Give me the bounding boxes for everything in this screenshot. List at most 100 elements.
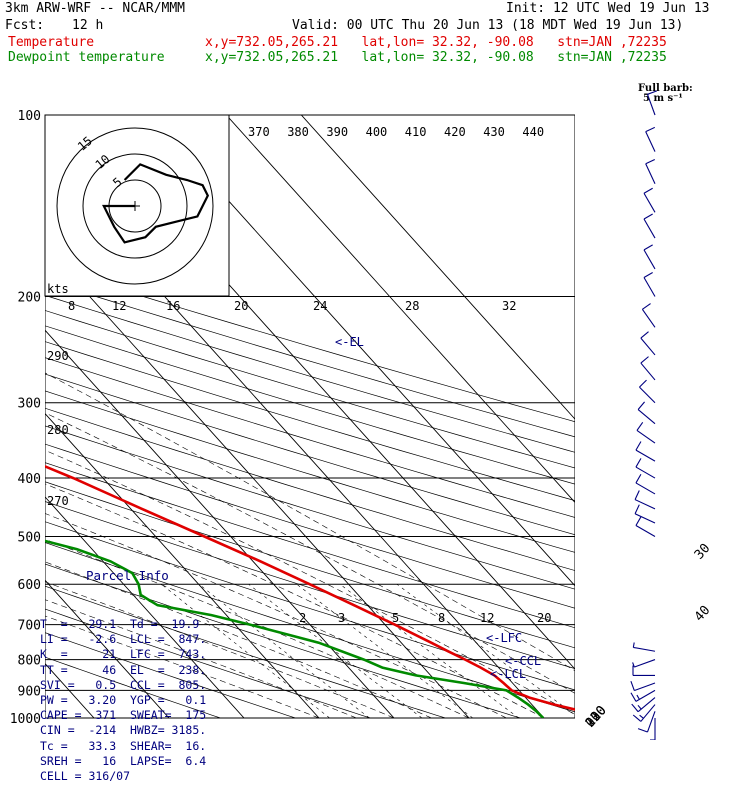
wind-barb-flag bbox=[636, 694, 640, 700]
mixing-ratio-label: 5 bbox=[392, 611, 399, 625]
mixing-ratio-label: 12 bbox=[480, 611, 494, 625]
parcel-info-row: LI = -2.6 LCL = 847. bbox=[40, 632, 207, 647]
pressure-label: 600 bbox=[18, 578, 41, 593]
wind-barb-shaft bbox=[635, 482, 656, 495]
hodograph-trace bbox=[102, 163, 210, 244]
mixing-ratio-line bbox=[248, 583, 423, 718]
mixing-ratio-label: 2 bbox=[299, 611, 306, 625]
pressure-label: 1000 bbox=[10, 712, 41, 727]
wind-barb-flag bbox=[643, 187, 653, 194]
pressure-label: 100 bbox=[18, 109, 41, 124]
wind-barb-shaft bbox=[643, 218, 656, 239]
hodograph-scale-label: 24 bbox=[313, 299, 327, 313]
theta-label: 400 bbox=[366, 125, 388, 139]
isotherm-line bbox=[150, 115, 575, 587]
forecast-hour: 12 h bbox=[72, 18, 104, 33]
theta-label: 410 bbox=[405, 125, 427, 139]
dewpoint-trace bbox=[45, 539, 545, 718]
wind-barb bbox=[631, 697, 656, 713]
parcel-info-row: PW = 3.20 YGP = 0.1 bbox=[40, 693, 207, 708]
wind-barb-flag bbox=[640, 356, 649, 364]
mixing-ratio-line bbox=[339, 583, 519, 718]
wind-barb bbox=[643, 213, 656, 239]
wind-barb bbox=[645, 126, 656, 152]
wind-barb-shaft bbox=[640, 337, 656, 356]
isotherm-line bbox=[300, 115, 575, 420]
pressure-label: 800 bbox=[18, 654, 41, 669]
isotherm-line bbox=[225, 115, 575, 504]
isotherm-label: 30 bbox=[692, 541, 714, 563]
dry-adiabat-line bbox=[45, 542, 575, 713]
barb-legend: Full barb: bbox=[638, 83, 693, 94]
parcel-markers: <-EL <-LFC <-CCL<-LCL bbox=[335, 335, 541, 681]
wind-barb-flag bbox=[631, 703, 639, 713]
wind-barb bbox=[634, 504, 656, 524]
isobar-lines bbox=[45, 114, 575, 719]
wind-barb-flag bbox=[643, 213, 653, 220]
wind-barb-shaft bbox=[636, 430, 656, 444]
theta-label: 290 bbox=[47, 349, 69, 363]
moist-adiabat-line bbox=[45, 513, 507, 718]
barb-units: 5 m s⁻¹ bbox=[643, 93, 683, 104]
wind-barb-flag bbox=[639, 714, 644, 719]
parcel-marker: <-LCL bbox=[490, 667, 526, 681]
dry-adiabat-line bbox=[45, 462, 575, 629]
wind-barb bbox=[643, 187, 656, 213]
mixing-ratio-label: 20 bbox=[537, 611, 551, 625]
wind-barb bbox=[635, 458, 656, 479]
wind-barb bbox=[641, 303, 656, 328]
parcel-info-row: Tc = 33.3 SHEAR= 16. bbox=[40, 738, 207, 753]
pressure-label: 700 bbox=[18, 619, 41, 634]
parcel-info-row: T = 29.1 Td = 19.9 bbox=[40, 617, 200, 632]
moist-adiabat-line bbox=[45, 615, 320, 718]
wind-barb bbox=[635, 441, 656, 462]
wind-barb-flag bbox=[636, 421, 644, 431]
wind-barb-flag bbox=[637, 704, 642, 710]
hodograph-units: kts bbox=[47, 282, 69, 296]
hodograph-scale-label: 20 bbox=[234, 299, 248, 313]
parcel-info-box: Parcel Info T = 29.1 Td = 19.9 LI = -2.6 … bbox=[40, 538, 245, 799]
wind-barb-shaft bbox=[643, 192, 656, 213]
wind-barbs bbox=[630, 90, 658, 740]
wind-barb bbox=[643, 271, 656, 297]
sounding-traces bbox=[45, 464, 575, 718]
wind-barb-shaft bbox=[635, 449, 656, 462]
wind-barb-flag bbox=[635, 473, 642, 484]
wind-barb-shaft bbox=[639, 386, 656, 404]
isotherm-line bbox=[0, 115, 19, 718]
dry-adiabat-line bbox=[45, 310, 575, 469]
wind-barb-flag bbox=[645, 126, 655, 133]
isotherm-line bbox=[45, 412, 320, 718]
wind-barb bbox=[640, 331, 656, 356]
dry-adiabat-line bbox=[45, 563, 521, 718]
wind-barb bbox=[635, 516, 656, 537]
wind-barb bbox=[632, 704, 656, 722]
isotherm-line bbox=[45, 496, 245, 718]
wind-barb-flag bbox=[642, 303, 651, 310]
wind-barb-shaft bbox=[646, 711, 656, 733]
dry-adiabat-line bbox=[45, 481, 575, 649]
wind-barb-shaft bbox=[633, 646, 656, 652]
wind-barb bbox=[646, 90, 658, 116]
theta-label: 280 bbox=[47, 423, 69, 437]
wind-barb-shaft bbox=[634, 659, 656, 668]
wind-barb-shaft bbox=[635, 466, 656, 479]
parcel-info-row: CIN = -214 HWBZ= 3185. bbox=[40, 723, 207, 738]
dry-adiabat-line bbox=[45, 521, 575, 691]
dry-adiabat-line bbox=[45, 443, 575, 609]
forecast-label: Fcst: bbox=[5, 18, 45, 33]
hodograph-scale-label: 16 bbox=[166, 299, 180, 313]
theta-label: 370 bbox=[248, 125, 270, 139]
model-title: 3km ARW-WRF -- NCAR/MMM bbox=[5, 1, 186, 16]
wind-barb-flag bbox=[630, 692, 637, 702]
wind-barb bbox=[639, 379, 656, 404]
temperature-legend-label: Temperature bbox=[8, 35, 95, 50]
parcel-info-row: SREH = 16 LAPSE= 6.4 bbox=[40, 753, 207, 768]
wind-barb-flag bbox=[632, 714, 642, 722]
pressure-label: 500 bbox=[18, 530, 41, 545]
isotherm-label: 40 bbox=[692, 603, 714, 625]
pressure-label: 200 bbox=[18, 291, 41, 306]
dry-adiabat-line bbox=[45, 585, 446, 718]
isotherm-line bbox=[45, 579, 170, 718]
